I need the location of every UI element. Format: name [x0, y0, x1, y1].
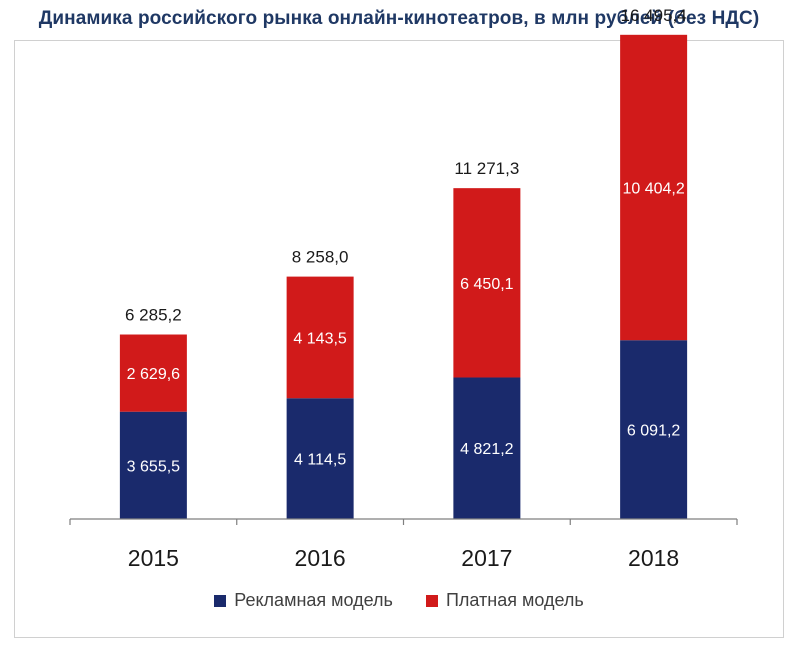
total-label-2017: 11 271,3 — [454, 159, 519, 178]
x-tick-label-2015: 2015 — [128, 545, 179, 571]
total-label-2016: 8 258,0 — [292, 248, 349, 267]
legend: Рекламная модель Платная модель — [0, 590, 798, 611]
bar-advertising-2016 — [286, 398, 354, 519]
legend-swatch-paid — [425, 595, 438, 607]
data-label-advertising-2018: 6 091,2 — [627, 423, 680, 440]
bar-advertising-2015 — [119, 411, 187, 519]
legend-label-advertising: Рекламная модель — [234, 590, 393, 610]
legend-label-paid: Платная модель — [445, 590, 584, 610]
data-label-paid-2018: 10 404,2 — [622, 181, 684, 198]
chart-frame — [14, 40, 784, 638]
legend-swatch-advertising — [214, 595, 227, 607]
x-tick-label-2017: 2017 — [461, 545, 512, 571]
bar-advertising-2017 — [453, 377, 521, 519]
data-label-advertising-2015: 3 655,5 — [127, 458, 180, 475]
legend-item-paid: Платная модель — [425, 590, 584, 611]
data-label-advertising-2016: 4 114,5 — [294, 452, 346, 469]
data-label-paid-2017: 6 450,1 — [460, 276, 513, 293]
x-tick-label-2016: 2016 — [295, 545, 346, 571]
bar-paid-2018 — [620, 34, 688, 341]
total-label-2018: 16 495,4 — [621, 6, 687, 25]
data-label-paid-2015: 2 629,6 — [127, 366, 180, 383]
bar-paid-2015 — [119, 334, 187, 412]
bar-advertising-2018 — [620, 340, 688, 519]
data-label-advertising-2017: 4 821,2 — [460, 441, 513, 458]
bar-paid-2016 — [286, 276, 354, 399]
chart-title: Динамика российского рынка онлайн-киноте… — [38, 8, 760, 29]
legend-item-advertising: Рекламная модель — [214, 590, 393, 611]
total-label-2015: 6 285,2 — [125, 306, 182, 325]
bar-paid-2017 — [453, 188, 521, 378]
data-label-paid-2016: 4 143,5 — [293, 330, 346, 347]
x-tick-label-2018: 2018 — [628, 545, 679, 571]
